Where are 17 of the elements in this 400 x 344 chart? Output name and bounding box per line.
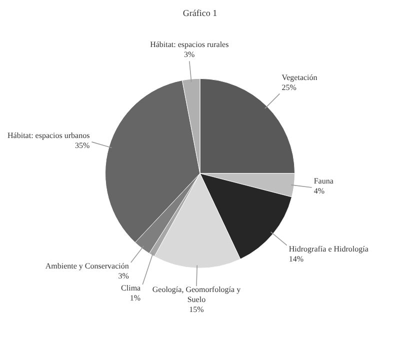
data-label: 4% — [314, 186, 325, 196]
slice-label: Hábitat: espacios rurales — [150, 40, 229, 50]
data-label: 3% — [118, 272, 130, 281]
data-label: 14% — [288, 254, 304, 264]
data-label: 1% — [130, 294, 141, 303]
data-label: 25% — [282, 82, 297, 92]
slice-label: Clima — [121, 284, 142, 293]
chart-title: Gráfico 1 — [182, 8, 218, 18]
data-label: 3% — [184, 50, 196, 60]
slice-label: Vegetación — [282, 72, 318, 82]
slice-label: Hidrografía e Hidrología — [288, 244, 369, 254]
slice-label: Geología, Geomorfología y Suelo — [152, 285, 241, 304]
data-label: 15% — [189, 305, 204, 314]
slice-label: Fauna — [314, 176, 334, 186]
slice-label: Hábitat: espacios urbanos — [8, 131, 90, 140]
data-label: 35% — [75, 141, 90, 150]
slice-label: Ambiente y Conservación — [45, 262, 129, 271]
